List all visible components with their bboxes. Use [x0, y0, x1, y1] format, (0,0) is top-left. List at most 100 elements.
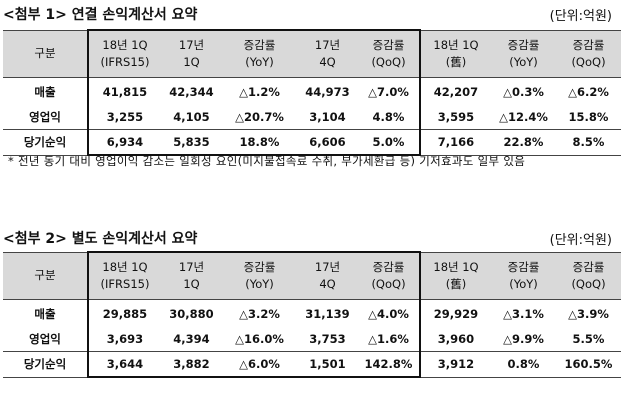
- footnote: * 전년 동기 대비 영업이익 감소는 일회성 요인(미지불접속료 수취, 부가…: [8, 154, 526, 168]
- header-text: 1Q: [183, 277, 200, 291]
- header-text: 증감률: [372, 38, 405, 52]
- value-cell: △9.9%: [503, 332, 544, 346]
- value-cell: 6,934: [87, 129, 161, 156]
- header-text: 증감률: [243, 260, 276, 274]
- header-cell: 17년 1Q: [161, 251, 222, 300]
- value-cell: 41,815: [87, 77, 161, 105]
- table-title: <첨부 1> 연결 손익계산서 요약: [3, 7, 198, 23]
- value-cell: 3,753: [309, 332, 346, 346]
- value-cell: 42,344: [169, 84, 214, 99]
- header-text: (YoY): [245, 277, 274, 291]
- value-cell: 44,973: [305, 84, 350, 99]
- value-cell: 0.8%: [491, 351, 556, 378]
- value-cell: 3,912: [420, 351, 491, 378]
- value-cell: △6.0%: [222, 351, 297, 378]
- row-label: 영업익: [29, 110, 61, 124]
- header-row: 구분 18년 1Q (IFRS15) 17년 1Q 증감률 (YoY) 17년 4Q 증감률 (Qo…: [3, 251, 621, 300]
- header-cell: 18년 1Q (舊): [420, 251, 491, 300]
- header-text: 18년 1Q: [102, 260, 148, 274]
- value-cell: 4,105: [173, 110, 210, 124]
- summary-table: 구분 18년 1Q (IFRS15) 17년 1Q 증감률 (YoY) 17년 4Q 증감률 (Qo…: [3, 251, 621, 378]
- data-row: 영업익 3,255 4,105 △20.7% 3,104 4.8% 3,595 △12.4% 1…: [3, 105, 621, 130]
- value-cell: 31,139: [305, 306, 350, 321]
- row-label: 매출: [34, 84, 56, 99]
- value-cell: 3,882: [161, 351, 222, 378]
- header-cell: 18년 1Q (舊): [420, 29, 491, 78]
- value-cell: △1.6%: [358, 327, 421, 352]
- value-cell: 7,166: [420, 129, 491, 156]
- value-cell: 15.8%: [568, 110, 609, 124]
- value-cell: △7.0%: [358, 77, 421, 105]
- value-cell: 5,835: [161, 129, 222, 156]
- header-cell: 구분: [3, 251, 88, 300]
- header-cell: 증감률 (QoQ): [556, 251, 621, 300]
- value-cell: 3,595: [437, 110, 475, 124]
- header-row: 구분 18년 1Q (IFRS15) 17년 1Q 증감률 (YoY) 17년 4Q 증감률 (Qo…: [3, 29, 621, 78]
- value-cell: 6,606: [297, 129, 358, 156]
- value-cell: 3,104: [309, 110, 346, 124]
- header-cell: 증감률 (YoY): [222, 251, 297, 300]
- header-cell: 18년 1Q (IFRS15): [87, 251, 161, 300]
- header-text: 17년: [314, 260, 341, 274]
- header-text: 17년: [178, 38, 205, 52]
- header-cell: 18년 1Q (IFRS15): [87, 29, 161, 78]
- summary-table: 구분 18년 1Q (IFRS15) 17년 1Q 증감률 (YoY) 17년 4Q 증감률 (Qo…: [3, 29, 621, 156]
- header-text: 증감률: [572, 37, 605, 52]
- value-cell: 4.8%: [358, 105, 421, 130]
- header-text: 증감률: [572, 259, 605, 274]
- value-cell: 29,885: [87, 299, 161, 327]
- value-cell: 22.8%: [491, 129, 556, 156]
- value-cell: 3,960: [437, 332, 475, 346]
- row-label: 당기순익: [3, 129, 88, 156]
- header-cell: 17년 4Q: [297, 251, 358, 300]
- row-label: 영업익: [29, 332, 61, 346]
- header-text: (IFRS15): [100, 55, 150, 69]
- value-cell: 1,501: [297, 351, 358, 378]
- value-cell: 18.8%: [222, 129, 297, 156]
- header-text: (QoQ): [371, 55, 406, 69]
- value-cell: △4.0%: [358, 299, 421, 327]
- header-text: 18년 1Q: [433, 259, 479, 274]
- header-cell: 증감률 (YoY): [491, 251, 556, 300]
- data-row: 매출 29,885 30,880 △3.2% 31,139 △4.0% 29,929 △3.1…: [3, 299, 621, 327]
- header-text: 구분: [34, 46, 56, 61]
- value-cell: 42,207: [433, 84, 479, 99]
- header-cell: 증감률 (QoQ): [358, 251, 421, 300]
- header-text: (YoY): [509, 276, 538, 291]
- data-row: 당기순익 6,934 5,835 18.8% 6,606 5.0% 7,166 22.8% 8.…: [3, 129, 621, 156]
- header-text: 18년 1Q: [102, 38, 148, 52]
- unit: (단위:억원): [549, 9, 612, 24]
- value-cell: △16.0%: [235, 332, 284, 346]
- header-text: 1Q: [183, 55, 200, 69]
- header-text: (QoQ): [371, 277, 406, 291]
- header-text: (舊): [445, 54, 467, 69]
- data-row: 당기순익 3,644 3,882 △6.0% 1,501 142.8% 3,912 0.8% 1…: [3, 351, 621, 378]
- header-text: 증감률: [243, 38, 276, 52]
- value-cell: 3,644: [87, 351, 161, 378]
- table-title: <첨부 2> 별도 손익계산서 요약: [3, 231, 198, 247]
- header-text: 4Q: [319, 277, 336, 291]
- value-cell: 160.5%: [556, 351, 621, 378]
- header-text: 증감률: [507, 259, 540, 274]
- value-cell: △0.3%: [503, 84, 544, 99]
- header-cell: 증감률 (QoQ): [556, 29, 621, 78]
- value-cell: 8.5%: [556, 129, 621, 156]
- value-cell: 142.8%: [358, 351, 421, 378]
- header-text: 18년 1Q: [433, 37, 479, 52]
- header-text: 구분: [34, 268, 56, 283]
- value-cell: △20.7%: [235, 110, 284, 124]
- value-cell: △3.2%: [239, 306, 280, 321]
- header-cell: 17년 4Q: [297, 29, 358, 78]
- header-text: (IFRS15): [100, 277, 150, 291]
- header-cell: 증감률 (YoY): [222, 29, 297, 78]
- data-row: 매출 41,815 42,344 △1.2% 44,973 △7.0% 42,207 △0.3…: [3, 77, 621, 105]
- header-text: (QoQ): [571, 276, 606, 291]
- header-text: (舊): [445, 276, 467, 291]
- header-text: 17년: [314, 38, 341, 52]
- header-text: (YoY): [509, 54, 538, 69]
- data-row: 영업익 3,693 4,394 △16.0% 3,753 △1.6% 3,960 △9.9% 5…: [3, 327, 621, 352]
- value-cell: △3.9%: [568, 306, 609, 321]
- value-cell: △1.2%: [239, 84, 280, 99]
- header-cell: 구분: [3, 29, 88, 78]
